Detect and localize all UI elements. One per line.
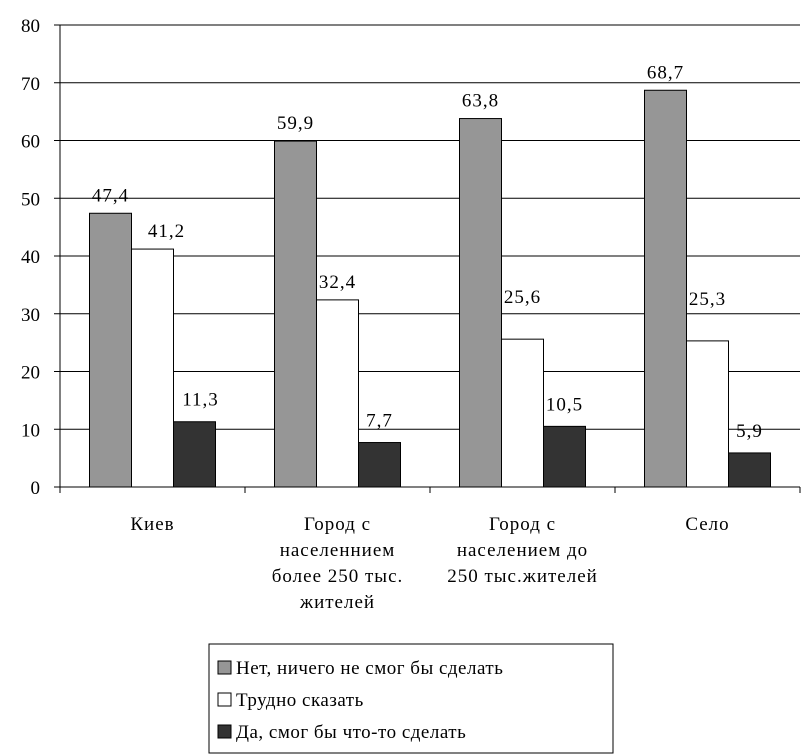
bar-yes (728, 452, 771, 488)
data-label: 47,4 (92, 185, 129, 206)
y-tick-label: 0 (31, 478, 41, 499)
bar-no (644, 89, 687, 488)
y-tick-label: 80 (21, 16, 40, 37)
data-label: 59,9 (277, 113, 314, 134)
y-tick-label: 70 (21, 74, 40, 95)
data-label: 7,7 (366, 411, 393, 432)
data-label: 25,3 (689, 289, 726, 310)
y-tick-label: 10 (21, 420, 40, 441)
bar-no (459, 118, 502, 488)
y-tick-label: 40 (21, 247, 40, 268)
y-tick-label: 50 (21, 189, 40, 210)
bar-hard-to-say (316, 299, 359, 488)
category-label: Город с населением до 250 тыс.жителей (447, 514, 598, 587)
bar-hard-to-say (131, 248, 174, 488)
category-label: Село (685, 514, 729, 535)
bar-yes (173, 421, 216, 488)
category-label: Город с населеннием более 250 тыс. жителей (272, 514, 404, 613)
category-label-line: населением до (457, 540, 588, 561)
data-label: 32,4 (319, 272, 356, 293)
legend: Нет, ничего не смог бы сделать Трудно ска… (208, 643, 614, 754)
bars (89, 89, 771, 488)
category-label-line: Город с (489, 514, 556, 535)
bar-hard-to-say (686, 340, 729, 488)
category-label-line: Село (685, 514, 729, 535)
data-label: 68,7 (647, 62, 684, 83)
data-label: 25,6 (504, 287, 541, 308)
bar-yes (543, 425, 586, 488)
bar-yes (358, 442, 401, 488)
data-label: 41,2 (148, 221, 185, 242)
y-tick-label: 30 (21, 305, 40, 326)
legend-swatch (217, 724, 232, 739)
category-labels: Киев Город с населеннием более 250 тыс. жите… (130, 514, 729, 613)
category-label-line: более 250 тыс. (272, 566, 404, 587)
legend-label: Трудно сказать (236, 690, 364, 711)
bar-no (274, 140, 317, 488)
category-label: Киев (130, 514, 174, 535)
y-tick-labels: 0 10 20 30 40 50 60 70 80 (21, 16, 40, 499)
category-label-line: Киев (130, 514, 174, 535)
legend-label: Да, смог бы что-то сделать (236, 722, 466, 743)
category-label-line: Город с (304, 514, 371, 535)
data-labels: 47,4 41,2 11,3 59,9 32,4 7,7 63,8 25,6 10,5 68,7 2… (92, 62, 763, 442)
category-label-line: жителей (299, 592, 375, 613)
category-label-line: 250 тыс.жителей (447, 566, 598, 587)
y-tick-label: 60 (21, 132, 40, 153)
data-label: 63,8 (462, 91, 499, 112)
gridlines (60, 24, 800, 430)
legend-swatch (217, 692, 232, 707)
data-label: 10,5 (546, 394, 583, 415)
legend-label: Нет, ничего не смог бы сделать (236, 658, 503, 679)
data-label: 11,3 (182, 390, 219, 411)
category-label-line: населеннием (280, 540, 396, 561)
legend-box (208, 643, 614, 754)
data-label: 5,9 (736, 421, 763, 442)
y-tick-label: 20 (21, 363, 40, 384)
legend-swatch (217, 660, 232, 675)
bar-hard-to-say (501, 338, 544, 488)
axes (54, 24, 801, 493)
bar-no (89, 212, 132, 488)
